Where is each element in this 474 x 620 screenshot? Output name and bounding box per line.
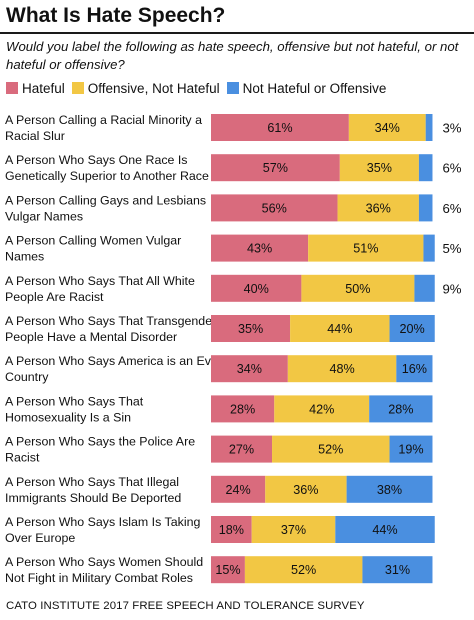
- data-label-not-hateful: 6%: [442, 161, 461, 176]
- data-label-offensive: 37%: [281, 523, 306, 537]
- bar-segment-hateful: [211, 315, 291, 342]
- category-label: A Person Who Says the Police Are Racist: [5, 435, 195, 465]
- category-label: A Person Who Says Islam Is Taking Over Eu…: [5, 515, 200, 545]
- bar-segment-not-hateful: [418, 154, 433, 182]
- stacked-bar-chart: A Person Calling a Racial Minority a Raci…: [5, 113, 462, 585]
- data-label-offensive: 52%: [291, 563, 316, 577]
- data-label-offensive: 36%: [293, 483, 318, 497]
- data-label-not-hateful: 5%: [442, 241, 461, 256]
- legend-label-not-hateful: Not Hateful or Offensive: [242, 80, 387, 96]
- bar-segment-not-hateful: [362, 556, 433, 584]
- category-label: A Person Who Says Women Should Not Fight …: [5, 555, 203, 585]
- bar-segment-not-hateful: [335, 516, 435, 543]
- bar-segment-offensive: [308, 234, 424, 262]
- data-label-offensive: 35%: [367, 161, 392, 175]
- category-label: A Person Who Says America is an Evil Coun…: [5, 354, 216, 384]
- bar-segment-hateful: [211, 516, 252, 543]
- chart-title: What Is Hate Speech?: [6, 4, 226, 27]
- data-label-hateful: 57%: [263, 161, 288, 175]
- data-label-not-hateful: 38%: [377, 483, 402, 497]
- legend-item-not-hateful: Not Hateful or Offensive: [226, 80, 387, 96]
- category-label: A Person Calling Women Vulgar Names: [5, 234, 181, 264]
- legend-swatch-not-hateful: [226, 82, 239, 94]
- bar-segment-hateful: [211, 154, 340, 182]
- bar-segment-hateful: [211, 194, 338, 222]
- category-label: A Person Who Says That Illegal Immigrants…: [5, 475, 181, 505]
- category-label: A Person Who Says That All White People A…: [5, 274, 195, 304]
- data-label-not-hateful: 16%: [402, 362, 427, 376]
- data-label-offensive: 52%: [318, 443, 343, 457]
- bar-segment-offensive: [337, 194, 419, 222]
- bar-segment-offensive: [251, 516, 336, 543]
- data-label-not-hateful: 31%: [385, 563, 410, 577]
- data-label-offensive: 36%: [366, 201, 391, 215]
- category-label: A Person Who Says That Transgender People…: [5, 314, 216, 344]
- legend-label-hateful: Hateful: [22, 80, 65, 96]
- legend-swatch-hateful: [6, 82, 18, 94]
- bar-segment-hateful: [211, 234, 309, 262]
- bar-segment-hateful: [211, 274, 302, 302]
- category-label: A Person Who Says One Race Is Genetically…: [5, 153, 209, 183]
- data-label-hateful: 43%: [247, 242, 272, 256]
- data-label-hateful: 35%: [238, 322, 263, 336]
- bar-segment-hateful: [211, 435, 273, 463]
- data-label-hateful: 18%: [219, 523, 244, 537]
- bar-segment-not-hateful: [369, 395, 433, 423]
- data-label-not-hateful: 3%: [442, 121, 461, 136]
- bar-segment-offensive: [265, 475, 347, 503]
- data-label-not-hateful: 9%: [442, 281, 461, 296]
- bar-segment-offensive: [287, 355, 397, 383]
- bar-segment-hateful: [211, 475, 266, 503]
- bar-segment-hateful: [211, 114, 349, 141]
- legend-label-offensive: Offensive, Not Hateful: [87, 80, 220, 96]
- chart-subtitle: Would you label the following as hate sp…: [6, 39, 459, 72]
- data-label-not-hateful: 6%: [442, 201, 461, 216]
- data-label-not-hateful: 44%: [372, 523, 397, 537]
- data-label-offensive: 44%: [327, 322, 352, 336]
- bar-segment-offensive: [301, 274, 415, 302]
- legend: Hateful Offensive, Not Hateful Not Hatef…: [6, 80, 393, 96]
- data-label-hateful: 27%: [229, 443, 254, 457]
- bar-segment-offensive: [274, 395, 370, 423]
- bar-segment-not-hateful: [418, 194, 433, 222]
- bar-segment-not-hateful: [414, 274, 435, 302]
- data-label-offensive: 51%: [353, 242, 378, 256]
- legend-item-offensive: Offensive, Not Hateful: [71, 80, 220, 96]
- category-label: A Person Calling a Racial Minority a Raci…: [5, 113, 202, 143]
- bar-segment-offensive: [272, 435, 390, 463]
- data-label-not-hateful: 20%: [400, 322, 425, 336]
- bar-segment-hateful: [211, 355, 288, 383]
- bar-segment-not-hateful: [423, 234, 435, 262]
- bar-segment-not-hateful: [389, 435, 433, 463]
- bar-segment-hateful: [211, 395, 275, 423]
- data-label-hateful: 34%: [237, 362, 262, 376]
- category-label: A Person Calling Gays and Lesbians Vulgar…: [5, 193, 206, 223]
- bar-segment-not-hateful: [396, 355, 433, 383]
- bar-segment-hateful: [211, 556, 245, 584]
- bar-segment-offensive: [244, 556, 363, 584]
- data-label-hateful: 28%: [230, 402, 255, 416]
- bar-segment-not-hateful: [346, 475, 433, 503]
- data-label-offensive: 50%: [345, 282, 370, 296]
- title-bar: What Is Hate Speech?: [0, 0, 474, 34]
- data-label-hateful: 15%: [215, 563, 240, 577]
- legend-item-hateful: Hateful: [6, 81, 65, 96]
- data-label-hateful: 40%: [244, 282, 269, 296]
- bar-segment-offensive: [339, 154, 419, 182]
- data-label-not-hateful: 28%: [388, 402, 413, 416]
- legend-swatch-offensive: [71, 82, 84, 94]
- data-label-hateful: 61%: [267, 121, 292, 135]
- data-label-hateful: 24%: [226, 483, 251, 497]
- bar-segment-offensive: [348, 114, 426, 141]
- bar-segment-offensive: [290, 315, 390, 342]
- source-note: CATO INSTITUTE 2017 FREE SPEECH AND TOLE…: [6, 600, 365, 612]
- data-label-offensive: 34%: [375, 121, 400, 135]
- data-label-offensive: 42%: [309, 402, 334, 416]
- data-label-not-hateful: 19%: [398, 443, 423, 457]
- data-label-offensive: 48%: [329, 362, 354, 376]
- bar-segment-not-hateful: [389, 315, 435, 342]
- data-label-hateful: 56%: [262, 201, 287, 215]
- bar-segment-not-hateful: [425, 114, 433, 141]
- category-label: A Person Who Says That Homosexuality Is a…: [5, 394, 144, 424]
